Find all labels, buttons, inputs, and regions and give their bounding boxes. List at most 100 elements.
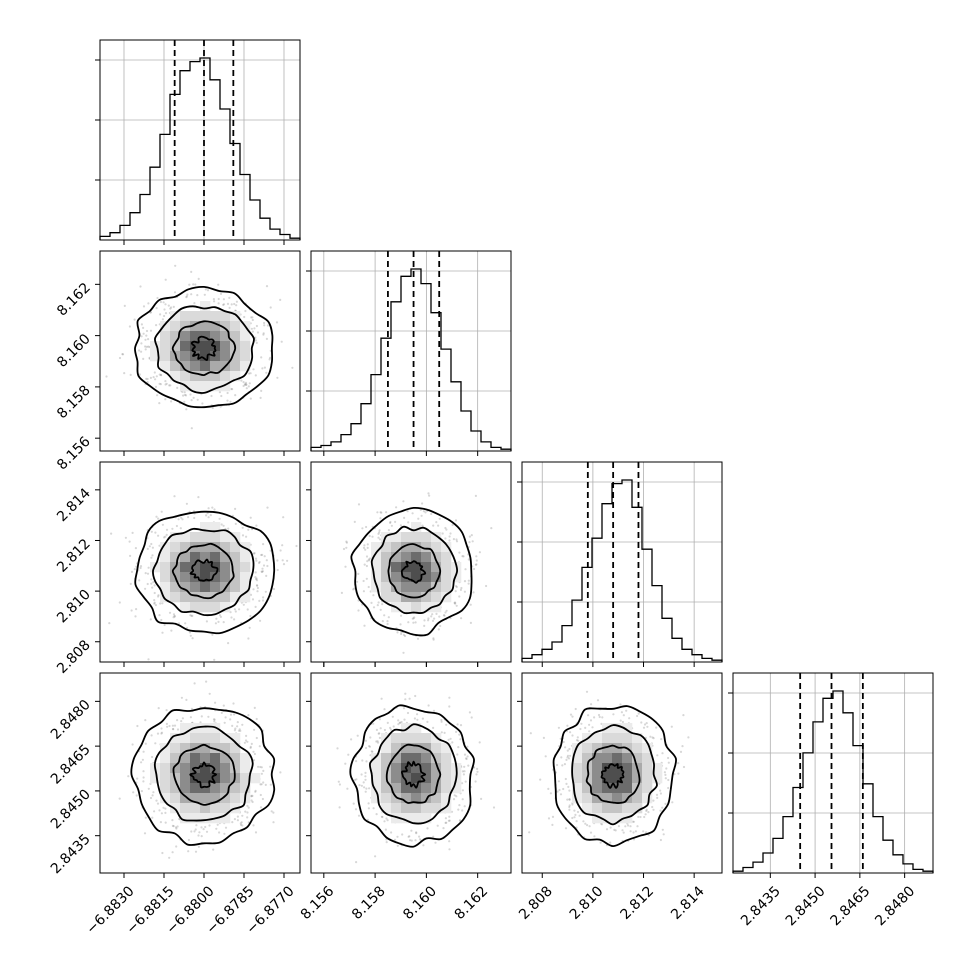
scatter-point — [211, 406, 214, 410]
density-cell — [421, 803, 432, 814]
axes-frame — [521, 461, 723, 663]
density-cell — [160, 763, 171, 774]
density-cell — [391, 552, 402, 563]
scatter-point — [542, 736, 546, 740]
scatter-point — [266, 506, 269, 509]
density-cell — [411, 552, 422, 563]
density-cell — [431, 532, 442, 543]
density-cell — [160, 542, 171, 553]
scatter-point — [153, 810, 156, 813]
scatter-point — [259, 396, 262, 399]
scatter-point — [254, 374, 257, 377]
scatter-point — [189, 634, 192, 637]
scatter-point — [234, 507, 237, 510]
density-cell — [441, 783, 452, 794]
scatter-point — [264, 590, 267, 593]
scatter-point — [562, 740, 565, 744]
x-tick-label: 8.158 — [349, 883, 389, 923]
scatter-point — [236, 725, 239, 728]
scatter-point — [157, 595, 160, 598]
scatter-point — [152, 376, 155, 379]
scatter-point — [118, 797, 121, 800]
scatter-point — [441, 532, 444, 535]
scatter-point — [365, 555, 369, 558]
y-tick-label: 2.814 — [54, 485, 94, 525]
scatter-point — [230, 616, 233, 619]
scatter-point — [451, 523, 454, 527]
scatter-point — [184, 394, 188, 397]
scatter-point — [135, 794, 138, 797]
scatter-point — [364, 548, 367, 551]
y-tick-label: 2.812 — [54, 536, 94, 576]
scatter-point — [645, 722, 648, 725]
density-cell — [200, 321, 211, 332]
scatter-point — [463, 580, 467, 583]
scatter-point — [159, 602, 162, 605]
scatter-point — [629, 830, 632, 833]
scatter-point — [150, 734, 153, 737]
density-cell — [652, 763, 663, 774]
density-cell — [421, 552, 432, 563]
density-cell — [230, 763, 241, 774]
density-cell — [391, 592, 402, 603]
scatter-point — [144, 816, 147, 819]
scatter-point — [559, 793, 563, 796]
scatter-point — [185, 502, 188, 505]
scatter-point — [427, 619, 430, 622]
density-cell — [612, 773, 623, 784]
scatter-point — [621, 829, 624, 832]
scatter-point — [629, 825, 632, 828]
density-cell — [230, 562, 241, 573]
scatter-point — [571, 803, 574, 806]
scatter-point — [163, 536, 166, 539]
scatter-point — [171, 724, 174, 727]
density-cell — [210, 783, 221, 794]
scatter-point — [551, 823, 554, 827]
scatter-point — [249, 397, 252, 400]
scatter-point — [677, 762, 680, 765]
histogram-1 — [99, 57, 301, 240]
scatter-point — [622, 714, 625, 717]
scatter-point — [261, 567, 264, 570]
density-cell — [431, 733, 442, 744]
scatter-point — [218, 517, 221, 520]
scatter-point — [393, 838, 397, 841]
scatter-point — [385, 817, 388, 820]
scatter-point — [398, 721, 401, 724]
scatter-point — [219, 405, 222, 408]
scatter-point — [624, 825, 627, 828]
scatter-point — [663, 771, 667, 774]
scatter-point — [205, 830, 209, 833]
density-cell — [371, 572, 382, 583]
density-cell — [371, 783, 382, 794]
scatter-point — [577, 739, 580, 742]
panel-3-0 — [118, 680, 282, 859]
scatter-point — [427, 704, 430, 707]
scatter-point — [619, 703, 622, 706]
scatter-point — [243, 741, 246, 744]
scatter-point — [422, 844, 425, 847]
density-cell — [160, 783, 171, 794]
scatter-point — [159, 373, 163, 376]
scatter-point — [438, 615, 441, 618]
density-cell — [230, 733, 241, 744]
scatter-point — [539, 778, 542, 781]
scatter-point — [264, 783, 267, 787]
scatter-point — [261, 599, 265, 602]
scatter-point — [457, 808, 460, 811]
scatter-point — [222, 303, 226, 306]
density-cell — [371, 552, 382, 563]
density-cell — [230, 592, 241, 603]
scatter-point — [569, 754, 572, 757]
scatter-point — [478, 741, 481, 744]
scatter-point — [254, 339, 257, 342]
scatter-point — [192, 283, 195, 286]
density-cell — [200, 381, 211, 392]
scatter-point — [196, 294, 199, 297]
y-tick-label: 2.8465 — [48, 742, 94, 788]
scatter-point — [282, 563, 286, 566]
scatter-point — [428, 494, 431, 497]
scatter-point — [468, 541, 471, 544]
scatter-point — [236, 819, 239, 822]
scatter-point — [400, 720, 403, 724]
